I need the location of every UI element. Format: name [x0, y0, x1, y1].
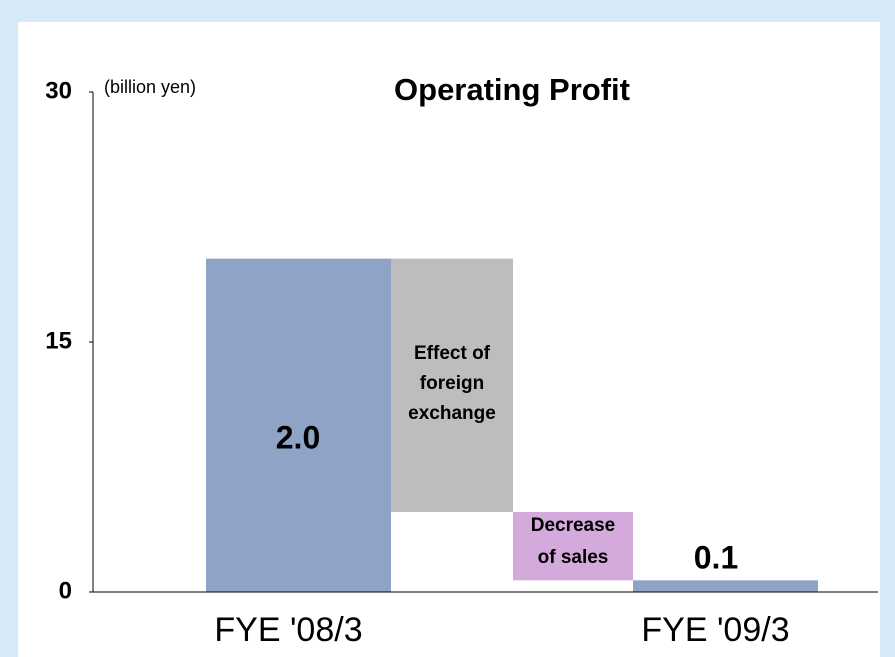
step-label: Effect of	[414, 343, 491, 364]
y-tick-label: 0	[59, 577, 72, 604]
bar	[391, 258, 513, 512]
annotation: 2.0	[276, 419, 320, 455]
annotation: 0.1	[694, 539, 738, 575]
x-tick-label: FYE '08/3	[214, 611, 362, 649]
chart-title: Operating Profit	[394, 72, 630, 107]
bar	[513, 512, 633, 581]
step-label: exchange	[408, 403, 496, 424]
step-label: Decrease	[531, 515, 616, 536]
y-tick-label: 30	[45, 77, 72, 104]
bar	[206, 258, 391, 592]
x-tick-label: FYE '09/3	[641, 611, 789, 649]
y-tick-label: 15	[45, 327, 72, 354]
bar	[633, 580, 818, 592]
step-label: foreign	[420, 373, 484, 394]
step-label: of sales	[538, 547, 609, 568]
y-unit-label: (billion yen)	[104, 77, 196, 97]
